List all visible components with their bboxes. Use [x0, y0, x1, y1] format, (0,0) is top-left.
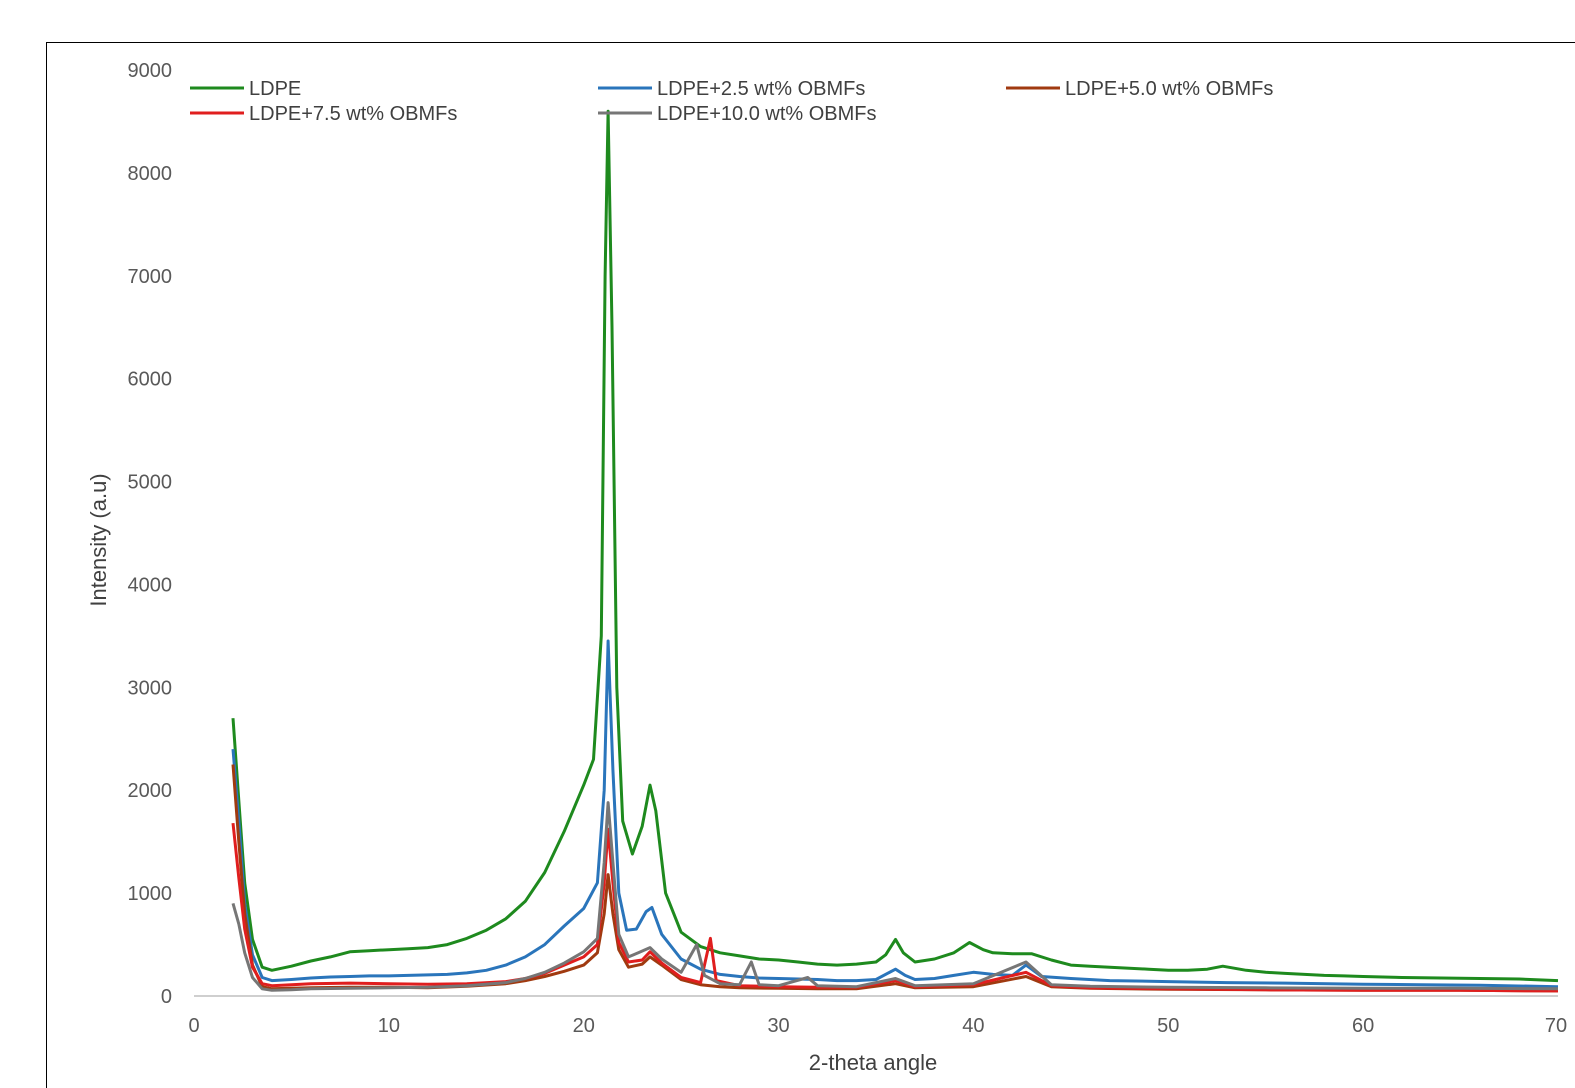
x-tick-labels: 0 10 20 30 40 50 60 70	[188, 1015, 1567, 1037]
x-tick-label: 70	[1545, 1015, 1567, 1037]
legend-label-2: LDPE+5.0 wt% OBMFs	[1065, 78, 1273, 100]
x-tick-label: 30	[767, 1015, 789, 1037]
series-line-0	[231, 109, 1559, 983]
legend-label-4: LDPE+10.0 wt% OBMFs	[657, 103, 877, 125]
series-line-1	[231, 639, 1559, 989]
chart-frame	[46, 42, 1575, 1088]
x-tick-label: 0	[188, 1015, 199, 1037]
y-tick-label: 6000	[128, 369, 173, 391]
legend-label-3: LDPE+7.5 wt% OBMFs	[249, 103, 457, 125]
x-axis-title: 2-theta angle	[809, 1050, 937, 1075]
y-tick-label: 0	[161, 986, 172, 1008]
series-line-2	[231, 764, 1559, 993]
legend-label-0: LDPE	[249, 78, 301, 100]
x-tick-label: 40	[962, 1015, 984, 1037]
legend: LDPE LDPE+2.5 wt% OBMFs LDPE+5.0 wt% OBMFs…	[190, 78, 1273, 125]
y-tick-label: 7000	[128, 266, 173, 288]
y-axis-title: Intensity (a.u)	[86, 473, 111, 606]
x-tick-label: 20	[573, 1015, 595, 1037]
legend-label-1: LDPE+2.5 wt% OBMFs	[657, 78, 865, 100]
y-tick-label: 2000	[128, 780, 173, 802]
x-tick-label: 10	[378, 1015, 400, 1037]
y-tick-label: 5000	[128, 472, 173, 494]
series-lines	[231, 109, 1559, 993]
y-tick-label: 9000	[128, 60, 173, 82]
series-line-3	[231, 822, 1559, 993]
y-tick-label: 8000	[128, 163, 173, 185]
y-tick-label: 1000	[128, 883, 173, 905]
series-line-4	[231, 801, 1559, 992]
x-tick-label: 60	[1352, 1015, 1374, 1037]
x-tick-label: 50	[1157, 1015, 1179, 1037]
y-tick-label: 3000	[128, 677, 173, 699]
y-tick-labels: 0 1000 2000 3000 4000 5000 6000 7000 8000 9000	[128, 60, 173, 1008]
y-tick-label: 4000	[128, 574, 173, 596]
